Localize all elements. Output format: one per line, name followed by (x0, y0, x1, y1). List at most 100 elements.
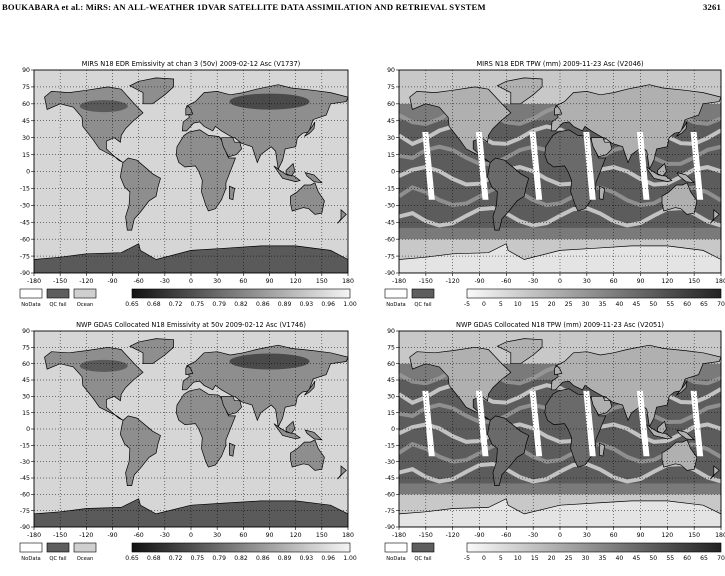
x-tick-label: 30 (213, 278, 221, 285)
high-latitude-snow (80, 360, 128, 372)
y-tick-label: 75 (387, 84, 395, 91)
y-tick-label: -90 (385, 270, 395, 277)
y-tick-label: -75 (20, 508, 30, 515)
x-tick-label: 180 (715, 278, 725, 285)
x-tick-label: -60 (501, 278, 511, 285)
colorbar-tick-label: 55 (666, 555, 674, 562)
x-tick-label: 0 (558, 278, 562, 285)
y-tick-label: 15 (387, 410, 395, 417)
colorbar-tick-label: 0.79 (212, 555, 226, 562)
y-tick-label: -45 (385, 475, 395, 482)
colorbar (467, 543, 721, 552)
legend-swatch-qc-fail (412, 289, 434, 298)
colorbar-tick-label: 0.79 (212, 301, 226, 308)
x-tick-label: 0 (189, 532, 193, 539)
y-tick-label: -60 (385, 492, 395, 499)
x-tick-label: 150 (316, 278, 328, 285)
x-tick-label: 150 (316, 532, 328, 539)
colorbar-tick-label: 0.68 (147, 301, 161, 308)
x-tick-label: 60 (239, 278, 247, 285)
colorbar-tick-label: 30 (582, 555, 590, 562)
colorbar-tick-label: 0.89 (278, 555, 292, 562)
x-tick-label: -30 (160, 278, 170, 285)
gdas-emissivity-panel: NWP GDAS Collocated N18 Emissivity at 50… (20, 321, 357, 562)
colorbar-tick-label: 45 (632, 301, 640, 308)
y-tick-label: 30 (387, 394, 395, 401)
x-tick-label: -60 (501, 532, 511, 539)
x-tick-label: -120 (79, 278, 93, 285)
x-tick-label: 30 (213, 532, 221, 539)
legend-swatch-nodata (385, 543, 407, 552)
x-tick-label: 0 (189, 278, 193, 285)
colorbar-tick-label: 5 (499, 301, 503, 308)
x-tick-label: -180 (392, 532, 406, 539)
y-tick-label: 0 (391, 169, 395, 176)
y-tick-label: 60 (387, 101, 395, 108)
legend-label: QC fail (414, 556, 431, 562)
legend-label: Ocean (77, 556, 94, 562)
y-tick-label: -90 (20, 524, 30, 531)
colorbar-tick-label: 0.72 (169, 555, 183, 562)
colorbar-tick-label: 0.86 (256, 301, 270, 308)
y-tick-label: 0 (391, 426, 395, 433)
x-tick-label: -60 (134, 278, 144, 285)
x-tick-label: 0 (558, 532, 562, 539)
mirs-emissivity-panel: MIRS N18 EDR Emissivity at chan 3 (50v) … (20, 60, 357, 308)
x-tick-label: 180 (715, 532, 725, 539)
y-tick-label: 15 (22, 410, 30, 417)
x-tick-label: 30 (583, 532, 591, 539)
colorbar (132, 289, 350, 298)
high-latitude-snow (230, 94, 310, 110)
panel-title: MIRS N18 EDR TPW (mm) 2009-11-23 Asc (V2… (476, 60, 643, 68)
gdas-tpw-panel: NWP GDAS Collocated N18 TPW (mm) 2009-11… (385, 321, 725, 562)
colorbar-tick-label: 25 (565, 301, 573, 308)
y-tick-label: -45 (20, 219, 30, 226)
x-tick-label: 120 (290, 532, 302, 539)
colorbar-tick-label: 30 (582, 301, 590, 308)
y-tick-label: -15 (20, 443, 30, 450)
colorbar-tick-label: 60 (683, 301, 691, 308)
x-tick-label: -60 (134, 532, 144, 539)
y-tick-label: 90 (22, 67, 30, 74)
y-tick-label: -90 (385, 524, 395, 531)
x-tick-label: -180 (392, 278, 406, 285)
y-tick-label: 0 (26, 169, 30, 176)
x-tick-label: -150 (53, 532, 67, 539)
colorbar-tick-label: 0.75 (191, 301, 205, 308)
colorbar (467, 289, 721, 298)
colorbar-tick-label: 40 (616, 555, 624, 562)
legend-label: NoData (386, 302, 405, 308)
y-tick-label: -60 (385, 236, 395, 243)
x-tick-label: 150 (688, 278, 700, 285)
mirs-tpw-panel: MIRS N18 EDR TPW (mm) 2009-11-23 Asc (V2… (385, 60, 725, 308)
x-tick-label: 180 (342, 278, 354, 285)
x-tick-label: 60 (239, 532, 247, 539)
map-layer (399, 70, 721, 273)
y-tick-label: -30 (385, 203, 395, 210)
colorbar (132, 543, 350, 552)
x-tick-label: 90 (637, 278, 645, 285)
y-tick-label: -60 (20, 236, 30, 243)
x-tick-label: 90 (637, 532, 645, 539)
x-tick-label: -180 (27, 532, 41, 539)
colorbar-tick-label: 0.65 (125, 555, 139, 562)
colorbar-tick-label: 1.00 (343, 301, 357, 308)
y-tick-label: 90 (22, 328, 30, 335)
colorbar-tick-label: -5 (464, 301, 470, 308)
y-tick-label: -90 (20, 270, 30, 277)
y-tick-label: -75 (385, 508, 395, 515)
colorbar-tick-label: 10 (514, 555, 522, 562)
colorbar-tick-label: 0.96 (321, 301, 335, 308)
y-tick-label: -15 (385, 186, 395, 193)
colorbar-tick-label: 20 (548, 555, 556, 562)
y-tick-label: 15 (22, 152, 30, 159)
panel-title: NWP GDAS Collocated N18 Emissivity at 50… (76, 321, 306, 329)
y-tick-label: -45 (385, 219, 395, 226)
x-tick-label: 90 (266, 532, 274, 539)
colorbar-tick-label: 35 (599, 555, 607, 562)
x-tick-label: -30 (160, 532, 170, 539)
y-tick-label: -30 (385, 459, 395, 466)
colorbar-tick-label: 0.93 (300, 555, 314, 562)
colorbar-tick-label: 65 (700, 555, 708, 562)
colorbar-tick-label: 50 (649, 555, 657, 562)
